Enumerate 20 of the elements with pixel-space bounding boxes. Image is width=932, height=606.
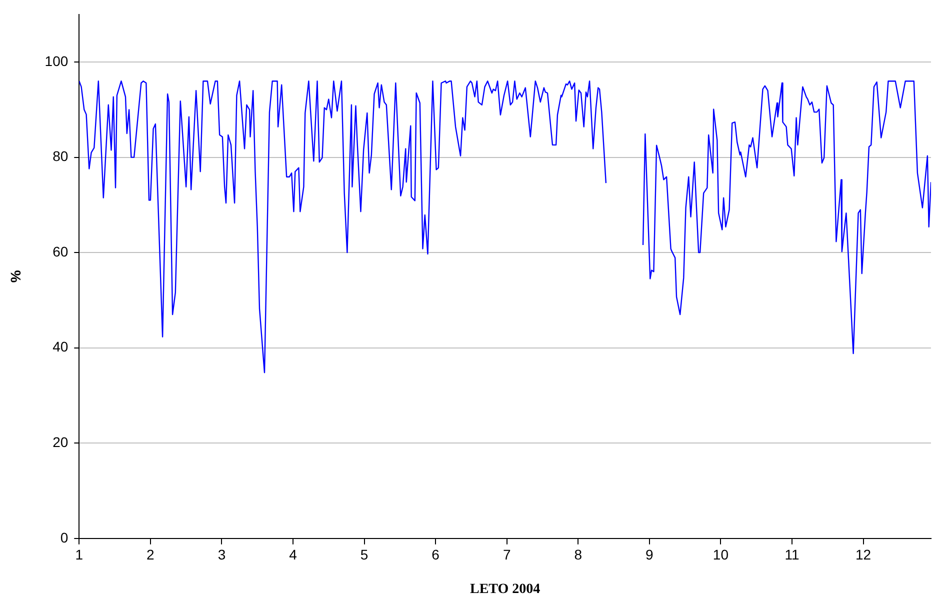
y-tick-label: 0	[60, 529, 68, 546]
y-tick-label: 100	[44, 52, 68, 69]
y-tick-label: 80	[52, 148, 68, 164]
x-tick-label: 10	[712, 546, 729, 563]
x-tick-label: 11	[784, 546, 800, 563]
x-tick-label: 2	[146, 546, 155, 563]
x-tick-label: 5	[360, 546, 368, 563]
x-tick-label: 8	[574, 546, 582, 563]
y-tick-label: 60	[52, 243, 68, 260]
x-tick-label: 6	[432, 546, 440, 563]
y-tick-label: 20	[52, 434, 68, 450]
x-tick-label: 3	[218, 546, 226, 563]
x-tick-label: 1	[75, 546, 84, 563]
x-tick-label: 9	[646, 546, 654, 563]
x-tick-label: 4	[289, 546, 298, 563]
x-tick-label: 7	[502, 546, 511, 563]
y-tick-label: 40	[52, 338, 68, 355]
y-axis-title: %	[7, 270, 24, 283]
x-axis-title: LETO 2004	[470, 582, 540, 598]
x-tick-label: 12	[855, 546, 872, 563]
